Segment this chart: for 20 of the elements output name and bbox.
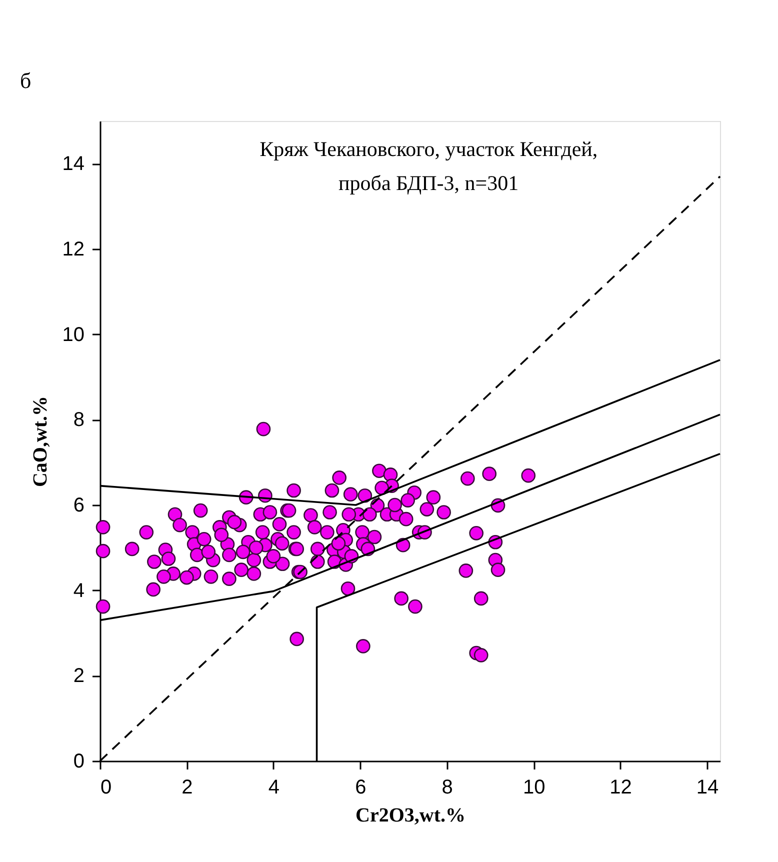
x-tick-label: 10 <box>522 776 546 798</box>
annotation: Кряж Чекановского, участок Кенгдей, проба БДП-3, n=301 <box>260 137 598 195</box>
x-tick-label: 8 <box>442 776 453 798</box>
y-tick-label: 10 <box>62 324 84 346</box>
x-tick-label: 2 <box>182 776 193 798</box>
y-tick-label: 4 <box>73 580 84 602</box>
y-tick-label: 6 <box>73 494 84 516</box>
y-tick-label: 0 <box>73 750 84 772</box>
x-tick-label: 0 <box>100 776 112 798</box>
y-tick-label: 2 <box>73 665 84 688</box>
y-tick-label: 14 <box>62 153 84 176</box>
x-axis-title: Cr2O3,wt.% <box>356 804 466 826</box>
y-tick-label: 12 <box>62 238 84 260</box>
text: б <box>20 68 32 93</box>
x-tick-label: 12 <box>610 776 632 798</box>
x-tick-label: 6 <box>355 776 366 798</box>
x-tick-label: 14 <box>696 776 719 798</box>
y-axis-title: CaO,wt.% <box>29 396 52 488</box>
x-tick-label: 4 <box>268 776 280 798</box>
y-tick-label: 8 <box>73 409 84 432</box>
